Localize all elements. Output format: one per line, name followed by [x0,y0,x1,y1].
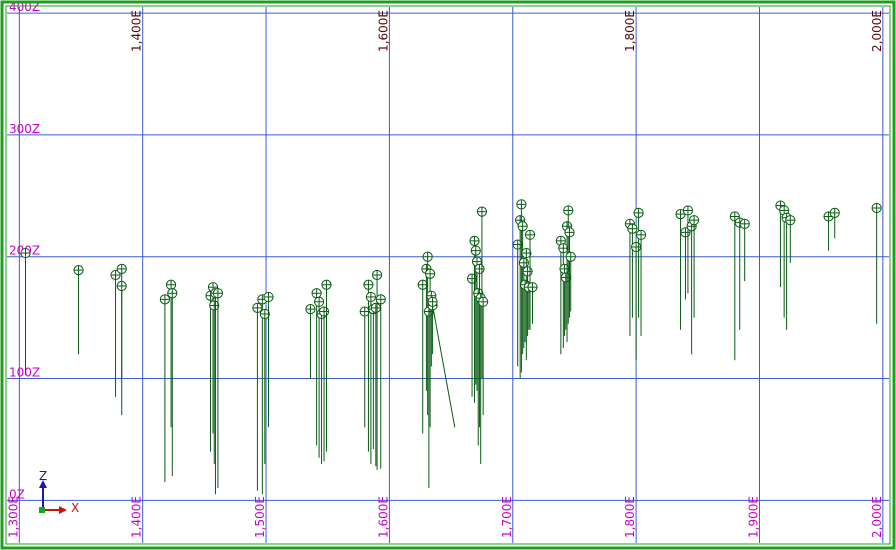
elevation-label: 100Z [9,366,40,380]
easting-label-top: 2,000E [870,10,884,52]
easting-label-top: 1,800E [623,10,637,52]
elevation-label: 0Z [9,487,25,501]
elevation-label: 300Z [9,122,40,136]
easting-label-bottom: 1,900E [746,496,760,538]
easting-label-bottom: 1,700E [500,496,514,538]
axis-triad-y-marker [39,507,45,513]
easting-label-bottom: 1,400E [130,496,144,538]
axis-triad-x-label: X [71,501,79,515]
easting-label-top: 1,400E [130,10,144,52]
easting-label-bottom: 1,300E [6,496,20,538]
easting-label-bottom: 1,500E [253,496,267,538]
easting-label-bottom: 1,800E [623,496,637,538]
axis-triad-z-label: Z [39,469,47,483]
easting-label-bottom: 1,600E [376,496,390,538]
easting-label-top: 1,600E [376,10,390,52]
easting-label-bottom: 2,000E [870,496,884,538]
